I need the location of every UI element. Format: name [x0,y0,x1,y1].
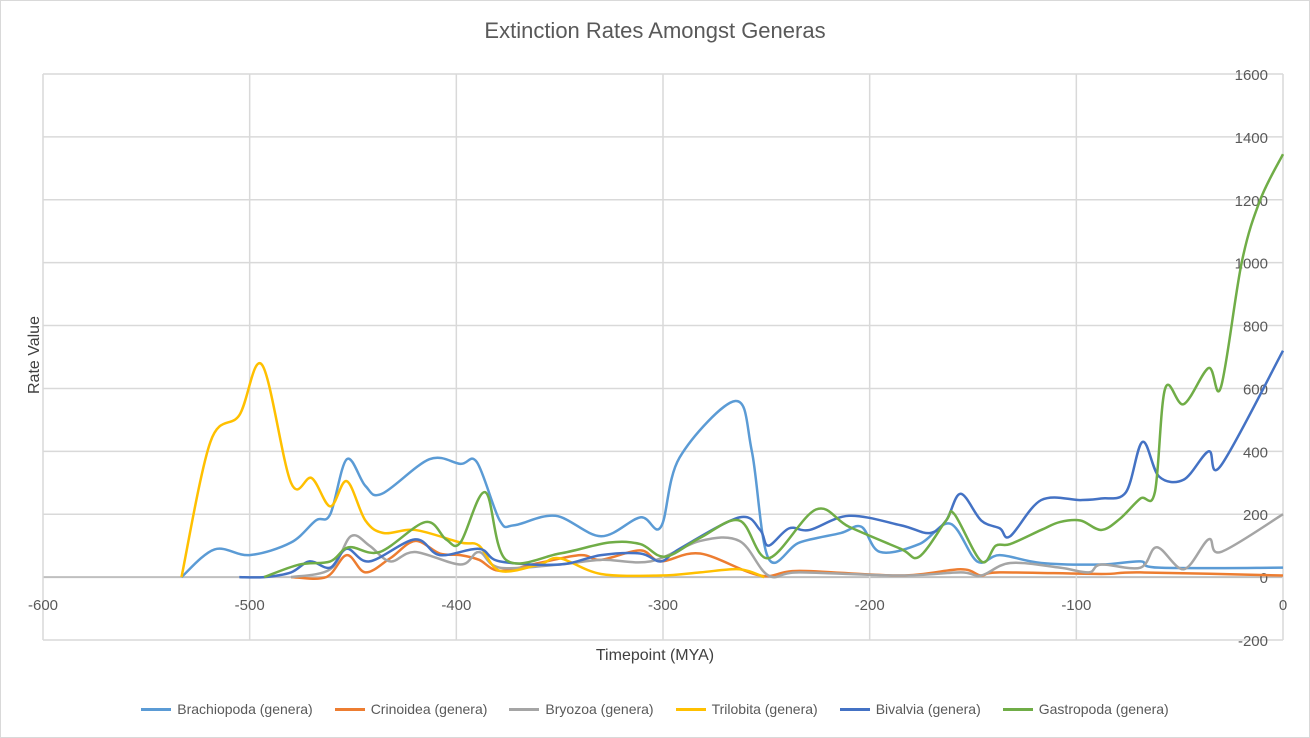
legend-label: Trilobita (genera) [711,701,818,717]
y-tick-label: 200 [1243,507,1268,524]
series-line-bivalvia [239,350,1285,579]
x-tick-label: -600 [28,597,58,614]
x-tick-label: 0 [1279,597,1287,614]
legend: Brachiopoda (genera) Crinoidea (genera) Br… [0,701,1310,717]
legend-swatch [509,707,540,711]
series-line-gastropoda [263,153,1285,579]
y-tick-label: 0 [1260,570,1268,587]
legend-swatch [1002,707,1033,711]
legend-swatch [839,707,870,711]
series-line-brachiopoda [180,399,1284,579]
legend-item-crinoidea: Crinoidea (genera) [334,701,488,717]
y-tick-label: 400 [1243,444,1268,461]
x-tick-label: -200 [855,597,885,614]
y-tick-label: 600 [1243,381,1268,398]
legend-swatch [334,707,365,711]
x-tick-label: -500 [235,597,265,614]
y-axis-label: Rate Value [26,316,43,394]
series-line-trilobita [180,361,765,579]
legend-label: Brachiopoda (genera) [177,701,313,717]
legend-swatch [141,707,172,711]
y-tick-label: 1600 [1235,67,1268,84]
series-line-bryozoa [290,513,1284,579]
y-tick-label: 1200 [1235,193,1268,210]
y-tick-label: 1400 [1235,130,1268,147]
x-tick-label: -300 [648,597,678,614]
legend-item-gastropoda: Gastropoda (genera) [1002,701,1169,717]
legend-item-brachiopoda: Brachiopoda (genera) [141,701,313,717]
legend-item-bivalvia: Bivalvia (genera) [839,701,981,717]
legend-item-trilobita: Trilobita (genera) [675,701,818,717]
y-tick-label: -200 [1238,633,1268,650]
legend-label: Bryozoa (genera) [545,701,654,717]
chart-title: Extinction Rates Amongst Generas [484,18,826,43]
legend-item-bryozoa: Bryozoa (genera) [509,701,654,717]
y-tick-label: 800 [1243,319,1268,336]
legend-label: Gastropoda (genera) [1038,701,1169,717]
x-tick-label: -100 [1061,597,1091,614]
legend-swatch [675,707,706,711]
legend-label: Crinoidea (genera) [370,701,488,717]
x-axis-label: Timepoint (MYA) [595,647,715,664]
legend-label: Bivalvia (genera) [875,701,981,717]
x-tick-label: -400 [441,597,471,614]
